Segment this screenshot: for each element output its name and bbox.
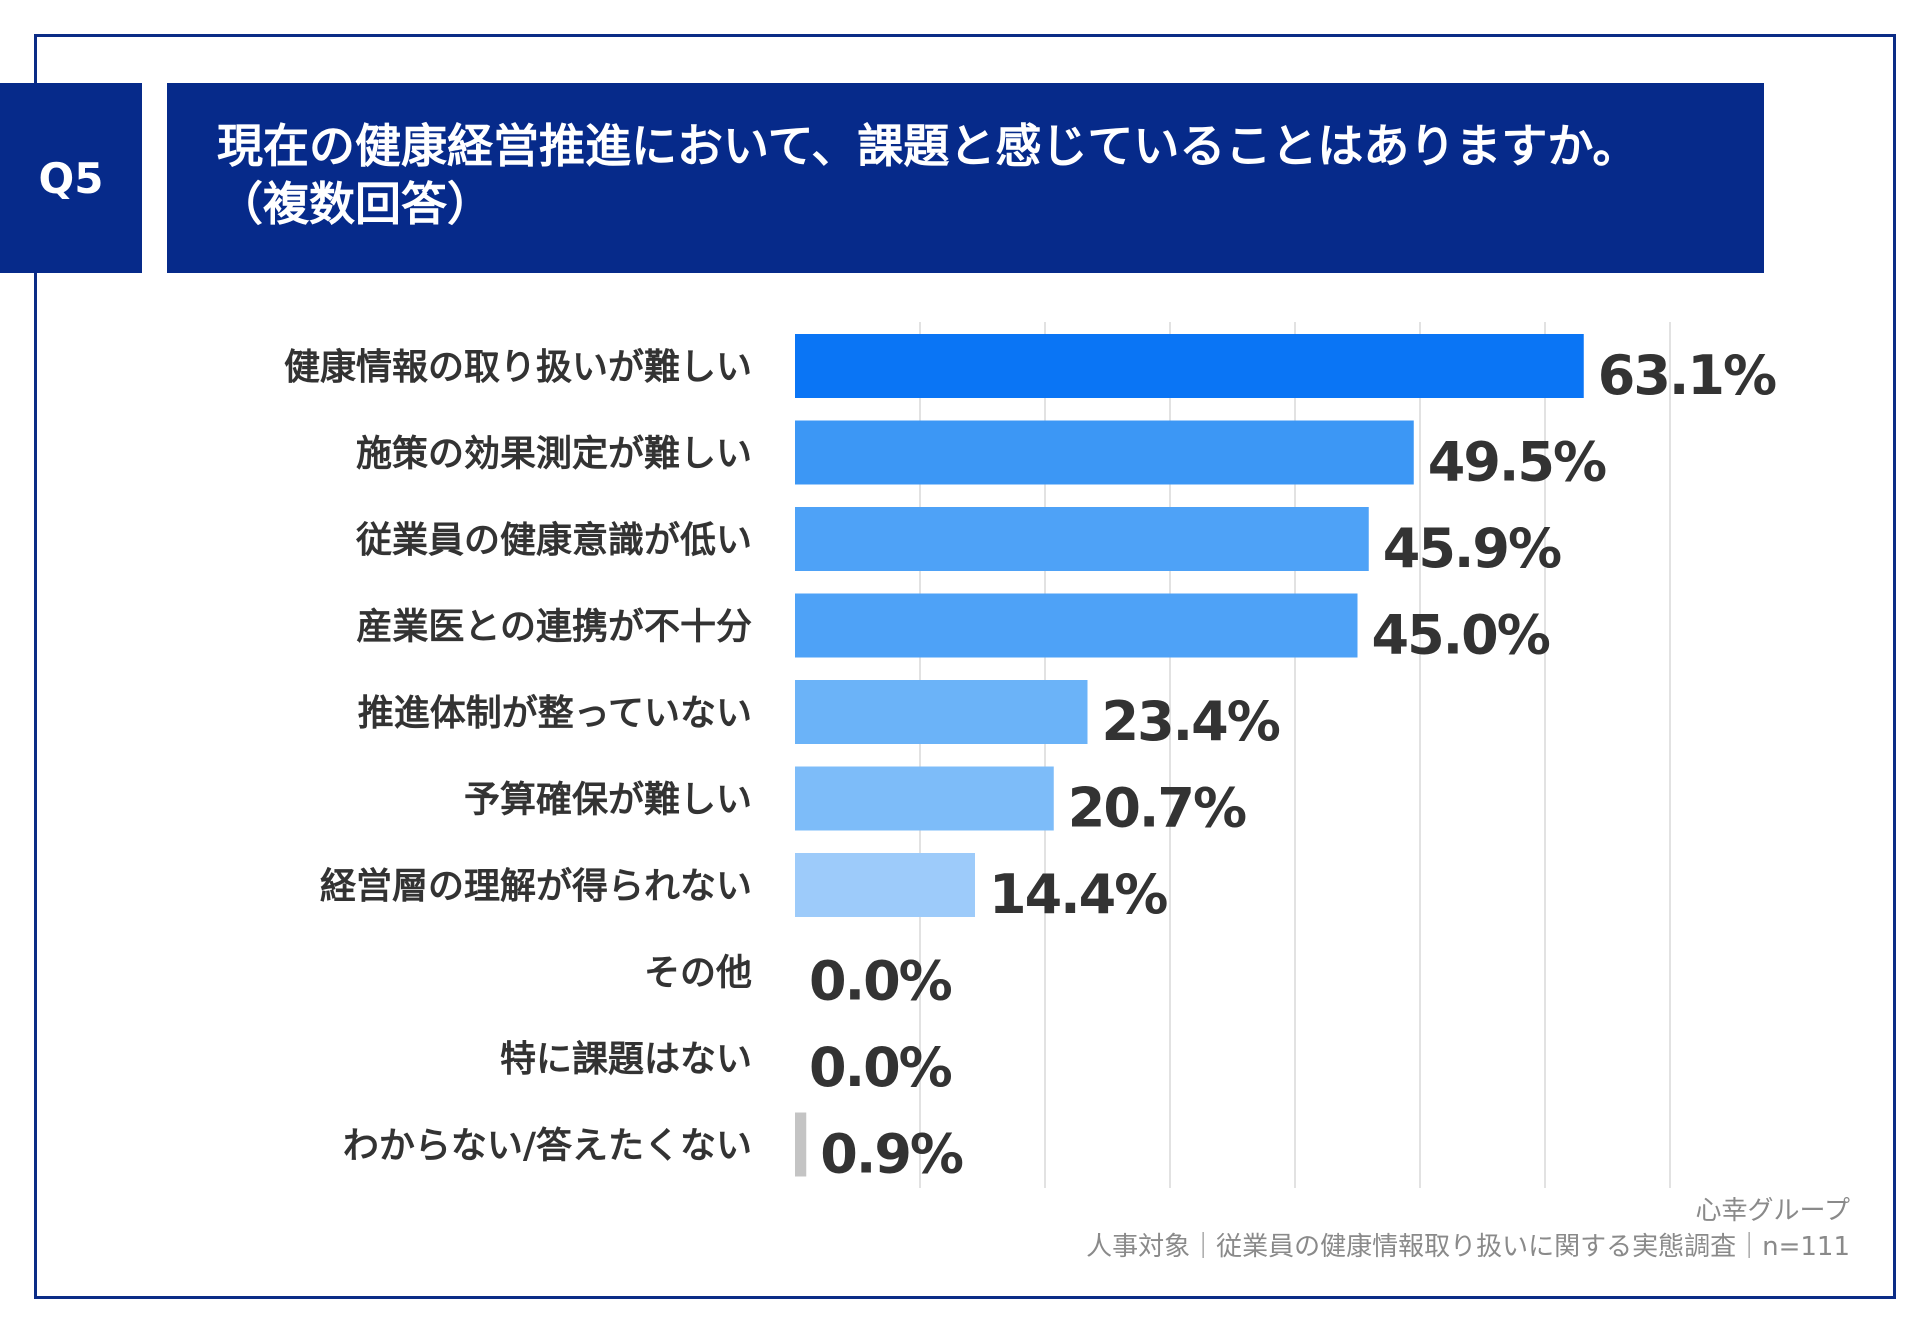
category-label: 従業員の健康意識が低い (355, 519, 752, 561)
category-label: 健康情報の取り扱いが難しい (284, 346, 752, 388)
data-label: 0.9% (820, 1123, 963, 1186)
bar (795, 1112, 807, 1177)
data-label: 45.0% (1372, 604, 1550, 667)
question-title: 現在の健康経営推進において、課題と感じていることはありますか。 （複数回答） (167, 83, 1764, 273)
data-label: 0.0% (809, 1036, 952, 1099)
category-label: 産業医との連携が不十分 (356, 607, 752, 648)
question-title-line2: （複数回答） (217, 177, 493, 231)
source-company: 心幸グループ (1695, 1196, 1850, 1226)
category-label: わからない/答えたくない (343, 1126, 752, 1167)
bar (795, 853, 975, 917)
category-label: 予算確保が難しい (464, 780, 752, 821)
bar (795, 766, 1054, 831)
chart-frame (34, 34, 1896, 1299)
bar (795, 593, 1358, 658)
data-label: 14.4% (989, 863, 1167, 926)
category-label: 施策の効果測定が難しい (356, 434, 752, 475)
data-label: 20.7% (1068, 777, 1246, 840)
data-label: 49.5% (1428, 431, 1606, 494)
bar (795, 334, 1584, 398)
bar (795, 507, 1369, 571)
data-label: 45.9% (1383, 517, 1561, 580)
data-label: 63.1% (1598, 344, 1776, 407)
bar (795, 420, 1414, 485)
category-label: 特に課題はない (500, 1039, 752, 1080)
question-tag: Q5 (0, 83, 142, 273)
data-label: 0.0% (809, 950, 952, 1013)
data-label: 23.4% (1102, 690, 1280, 753)
category-label: 推進体制が整っていない (358, 693, 752, 734)
source-survey: 人事対象｜従業員の健康情報取り扱いに関する実態調査｜n=111 (1086, 1232, 1850, 1262)
question-title-line1: 現在の健康経営推進において、課題と感じていることはありますか。 (217, 119, 1639, 173)
category-label: 経営層の理解が得られない (320, 866, 752, 907)
bar (795, 680, 1088, 744)
source-note: 心幸グループ 人事対象｜従業員の健康情報取り扱いに関する実態調査｜n=111 (1086, 1193, 1850, 1265)
category-label: その他 (644, 953, 752, 994)
